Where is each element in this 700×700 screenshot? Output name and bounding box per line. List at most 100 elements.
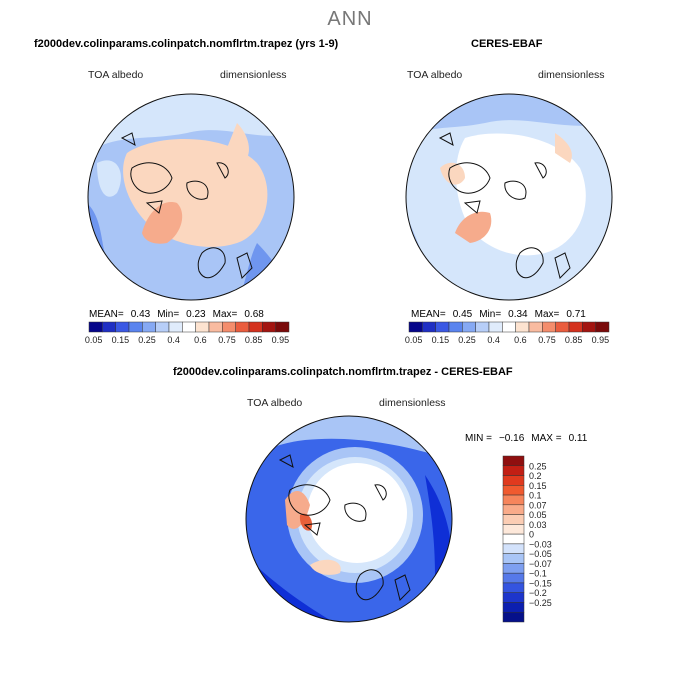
- diff-colorbar-swatch: [502, 533, 525, 545]
- obs-map-border: [405, 93, 613, 301]
- obs-colorbar-swatch: [542, 321, 556, 333]
- diff-colorbar-label: −0.05: [529, 549, 552, 559]
- obs-colorbar-label: 0.05: [405, 335, 423, 345]
- page-title: ANN: [327, 8, 373, 30]
- diff-colorbar-label: −0.25: [529, 598, 552, 608]
- diff-stats: MIN = −0.16 MAX = 0.11: [465, 433, 594, 444]
- obs-mean-value: 0.45: [452, 309, 473, 320]
- diff-colorbar-label: 0.1: [529, 491, 542, 501]
- model-colorbar-swatch: [115, 321, 130, 333]
- model-colorbar-label: 0.85: [245, 335, 263, 345]
- model-colorbar-label: 0.25: [138, 335, 156, 345]
- obs-colorbar-swatch: [502, 321, 516, 333]
- model-colorbar-swatch: [182, 321, 196, 333]
- obs-units-label: dimensionless: [538, 69, 605, 81]
- model-colorbar-swatch: [222, 321, 236, 333]
- diff-colorbar-label: 0.05: [529, 510, 547, 520]
- diff-colorbar-swatch: [502, 455, 525, 467]
- obs-colorbar-swatch: [448, 321, 463, 333]
- diff-pacific-deep: [425, 475, 452, 575]
- diff-max-label: MAX =: [531, 433, 562, 444]
- model-colorbar-swatch: [155, 321, 170, 333]
- model-stats: MEAN= 0.43 Min= 0.23 Max= 0.68: [89, 309, 271, 320]
- model-colorbar-swatch: [128, 321, 143, 333]
- diff-map-border: [245, 415, 453, 623]
- obs-colorbar-label: 0.15: [432, 335, 450, 345]
- obs-colorbar-swatch: [488, 321, 503, 333]
- model-colorbar-swatch: [102, 321, 116, 333]
- diff-panel-title: f2000dev.colinparams.colinpatch.nomflrtm…: [173, 366, 513, 378]
- obs-colorbar: 0.05 0.15 0.25 0.4 0.6 0.75 0.85 0.95: [405, 321, 610, 345]
- model-colorbar-swatch: [235, 321, 250, 333]
- diff-colorbar-swatch: [502, 485, 525, 496]
- diff-colorbar-swatch: [502, 475, 525, 486]
- obs-mean-label: MEAN=: [411, 309, 446, 320]
- model-colorbar-swatch: [88, 321, 103, 333]
- diff-colorbar-label: 0.03: [529, 520, 547, 530]
- diff-colorbar-label: 0.25: [529, 461, 547, 471]
- diff-colorbar-label: 0.2: [529, 471, 542, 481]
- obs-colorbar-swatch: [462, 321, 476, 333]
- diff-min-value: −0.16: [498, 433, 525, 444]
- model-colorbar-label: 0.15: [112, 335, 130, 345]
- model-colorbar-swatch: [142, 321, 156, 333]
- diff-colorbar-label: −0.03: [529, 539, 552, 549]
- diff-colorbar-swatch: [502, 592, 525, 603]
- obs-canada-patch: [440, 162, 465, 185]
- diff-min-label: MIN =: [465, 433, 492, 444]
- model-colorbar-swatch: [168, 321, 183, 333]
- diff-colorbar-swatch: [502, 582, 525, 593]
- obs-colorbar-label: 0.25: [458, 335, 476, 345]
- diff-colorbar: 0.250.20.150.10.070.050.030−0.03−0.05−0.…: [502, 455, 552, 623]
- model-colorbar-swatch: [248, 321, 263, 333]
- obs-colorbar-swatch: [595, 321, 610, 333]
- model-colorbar-swatch: [195, 321, 210, 333]
- model-min-label: Min=: [157, 309, 180, 320]
- model-min-value: 0.23: [186, 309, 206, 320]
- model-colorbar: 0.05 0.15 0.25 0.4 0.6 0.75 0.85 0.95: [85, 321, 290, 345]
- model-colorbar-swatch: [262, 321, 276, 333]
- diff-colorbar-label: −0.15: [529, 578, 552, 588]
- diff-colorbar-swatch: [502, 504, 525, 515]
- diff-colorbar-label: 0: [529, 530, 534, 540]
- obs-colorbar-label: 0.85: [565, 335, 583, 345]
- diff-colorbar-swatch: [502, 563, 525, 574]
- diff-colorbar-swatch: [502, 602, 525, 613]
- obs-bering-patch: [555, 133, 572, 163]
- diff-polar-map: [245, 415, 453, 623]
- diff-units-label: dimensionless: [379, 397, 446, 409]
- model-bering-patch: [227, 123, 249, 158]
- obs-colorbar-swatch: [515, 321, 530, 333]
- obs-colorbar-label: 0.95: [592, 335, 610, 345]
- model-max-label: Max=: [212, 309, 238, 320]
- diff-colorbar-swatch: [502, 465, 525, 476]
- diff-colorbar-label: −0.07: [529, 559, 552, 569]
- obs-greenland: [455, 211, 492, 243]
- diff-colorbar-swatch: [502, 553, 525, 564]
- model-mean-value: 0.43: [130, 309, 151, 320]
- diff-variable-label: TOA albedo: [247, 397, 303, 409]
- obs-coastlines: [438, 132, 571, 279]
- model-colorbar-swatch: [275, 321, 290, 333]
- diff-colorbar-label: −0.1: [529, 569, 547, 579]
- diff-colorbar-swatch: [502, 611, 525, 623]
- diff-greenland-positive: [310, 559, 341, 575]
- obs-colorbar-swatch: [408, 321, 423, 333]
- model-units-label: dimensionless: [220, 69, 287, 81]
- model-variable-label: TOA albedo: [88, 69, 144, 81]
- model-polar-map: [87, 93, 295, 301]
- obs-max-value: 0.71: [566, 309, 586, 320]
- model-panel-title: f2000dev.colinparams.colinpatch.nomflrtm…: [34, 38, 339, 50]
- obs-max-label: Max=: [534, 309, 560, 320]
- diff-coastlines: [278, 454, 411, 601]
- model-greenland: [142, 202, 183, 244]
- obs-colorbar-swatch: [582, 321, 596, 333]
- diff-colorbar-label: 0.15: [529, 481, 547, 491]
- diff-colorbar-swatch: [502, 514, 525, 525]
- model-colorbar-label: 0.05: [85, 335, 103, 345]
- obs-min-label: Min=: [479, 309, 502, 320]
- model-mean-label: MEAN=: [89, 309, 124, 320]
- diff-colorbar-swatch: [502, 524, 525, 535]
- diff-colorbar-label: 0.07: [529, 500, 547, 510]
- obs-stats: MEAN= 0.45 Min= 0.34 Max= 0.71: [411, 309, 593, 320]
